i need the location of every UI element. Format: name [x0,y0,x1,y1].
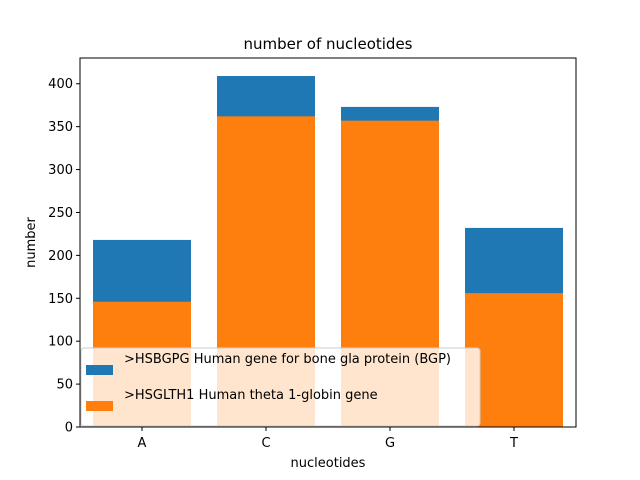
legend-swatch [86,365,113,375]
y-tick-label: 200 [48,249,73,264]
y-tick-label: 350 [48,120,73,135]
bar-series2-T [465,293,563,427]
x-tick-label: G [385,436,395,451]
x-tick-label: T [509,436,518,451]
x-tick-label: C [261,436,270,451]
y-axis-label: number [24,216,39,267]
x-axis-label: nucleotides [291,456,366,471]
y-tick-label: 150 [48,292,73,307]
legend-label: >HSBGPG Human gene for bone gla protein … [124,352,451,367]
chart-title: number of nucleotides [244,35,413,53]
legend-box [80,347,481,427]
legend: >HSBGPG Human gene for bone gla protein … [80,347,481,427]
y-tick-label: 250 [48,206,73,221]
plot-frame [79,57,577,428]
y-tick-label: 100 [48,335,73,350]
legend-swatch [86,401,113,411]
y-tick-label: 400 [48,77,73,92]
y-tick-label: 0 [65,421,73,436]
legend-label: >HSGLTH1 Human theta 1-globin gene [124,388,378,403]
y-axis-ticks: 0 50 100 150 200 250 300 350 400 [48,77,80,436]
x-tick-label: A [138,436,147,451]
y-tick-label: 50 [56,378,73,393]
y-tick-label: 300 [48,163,73,178]
